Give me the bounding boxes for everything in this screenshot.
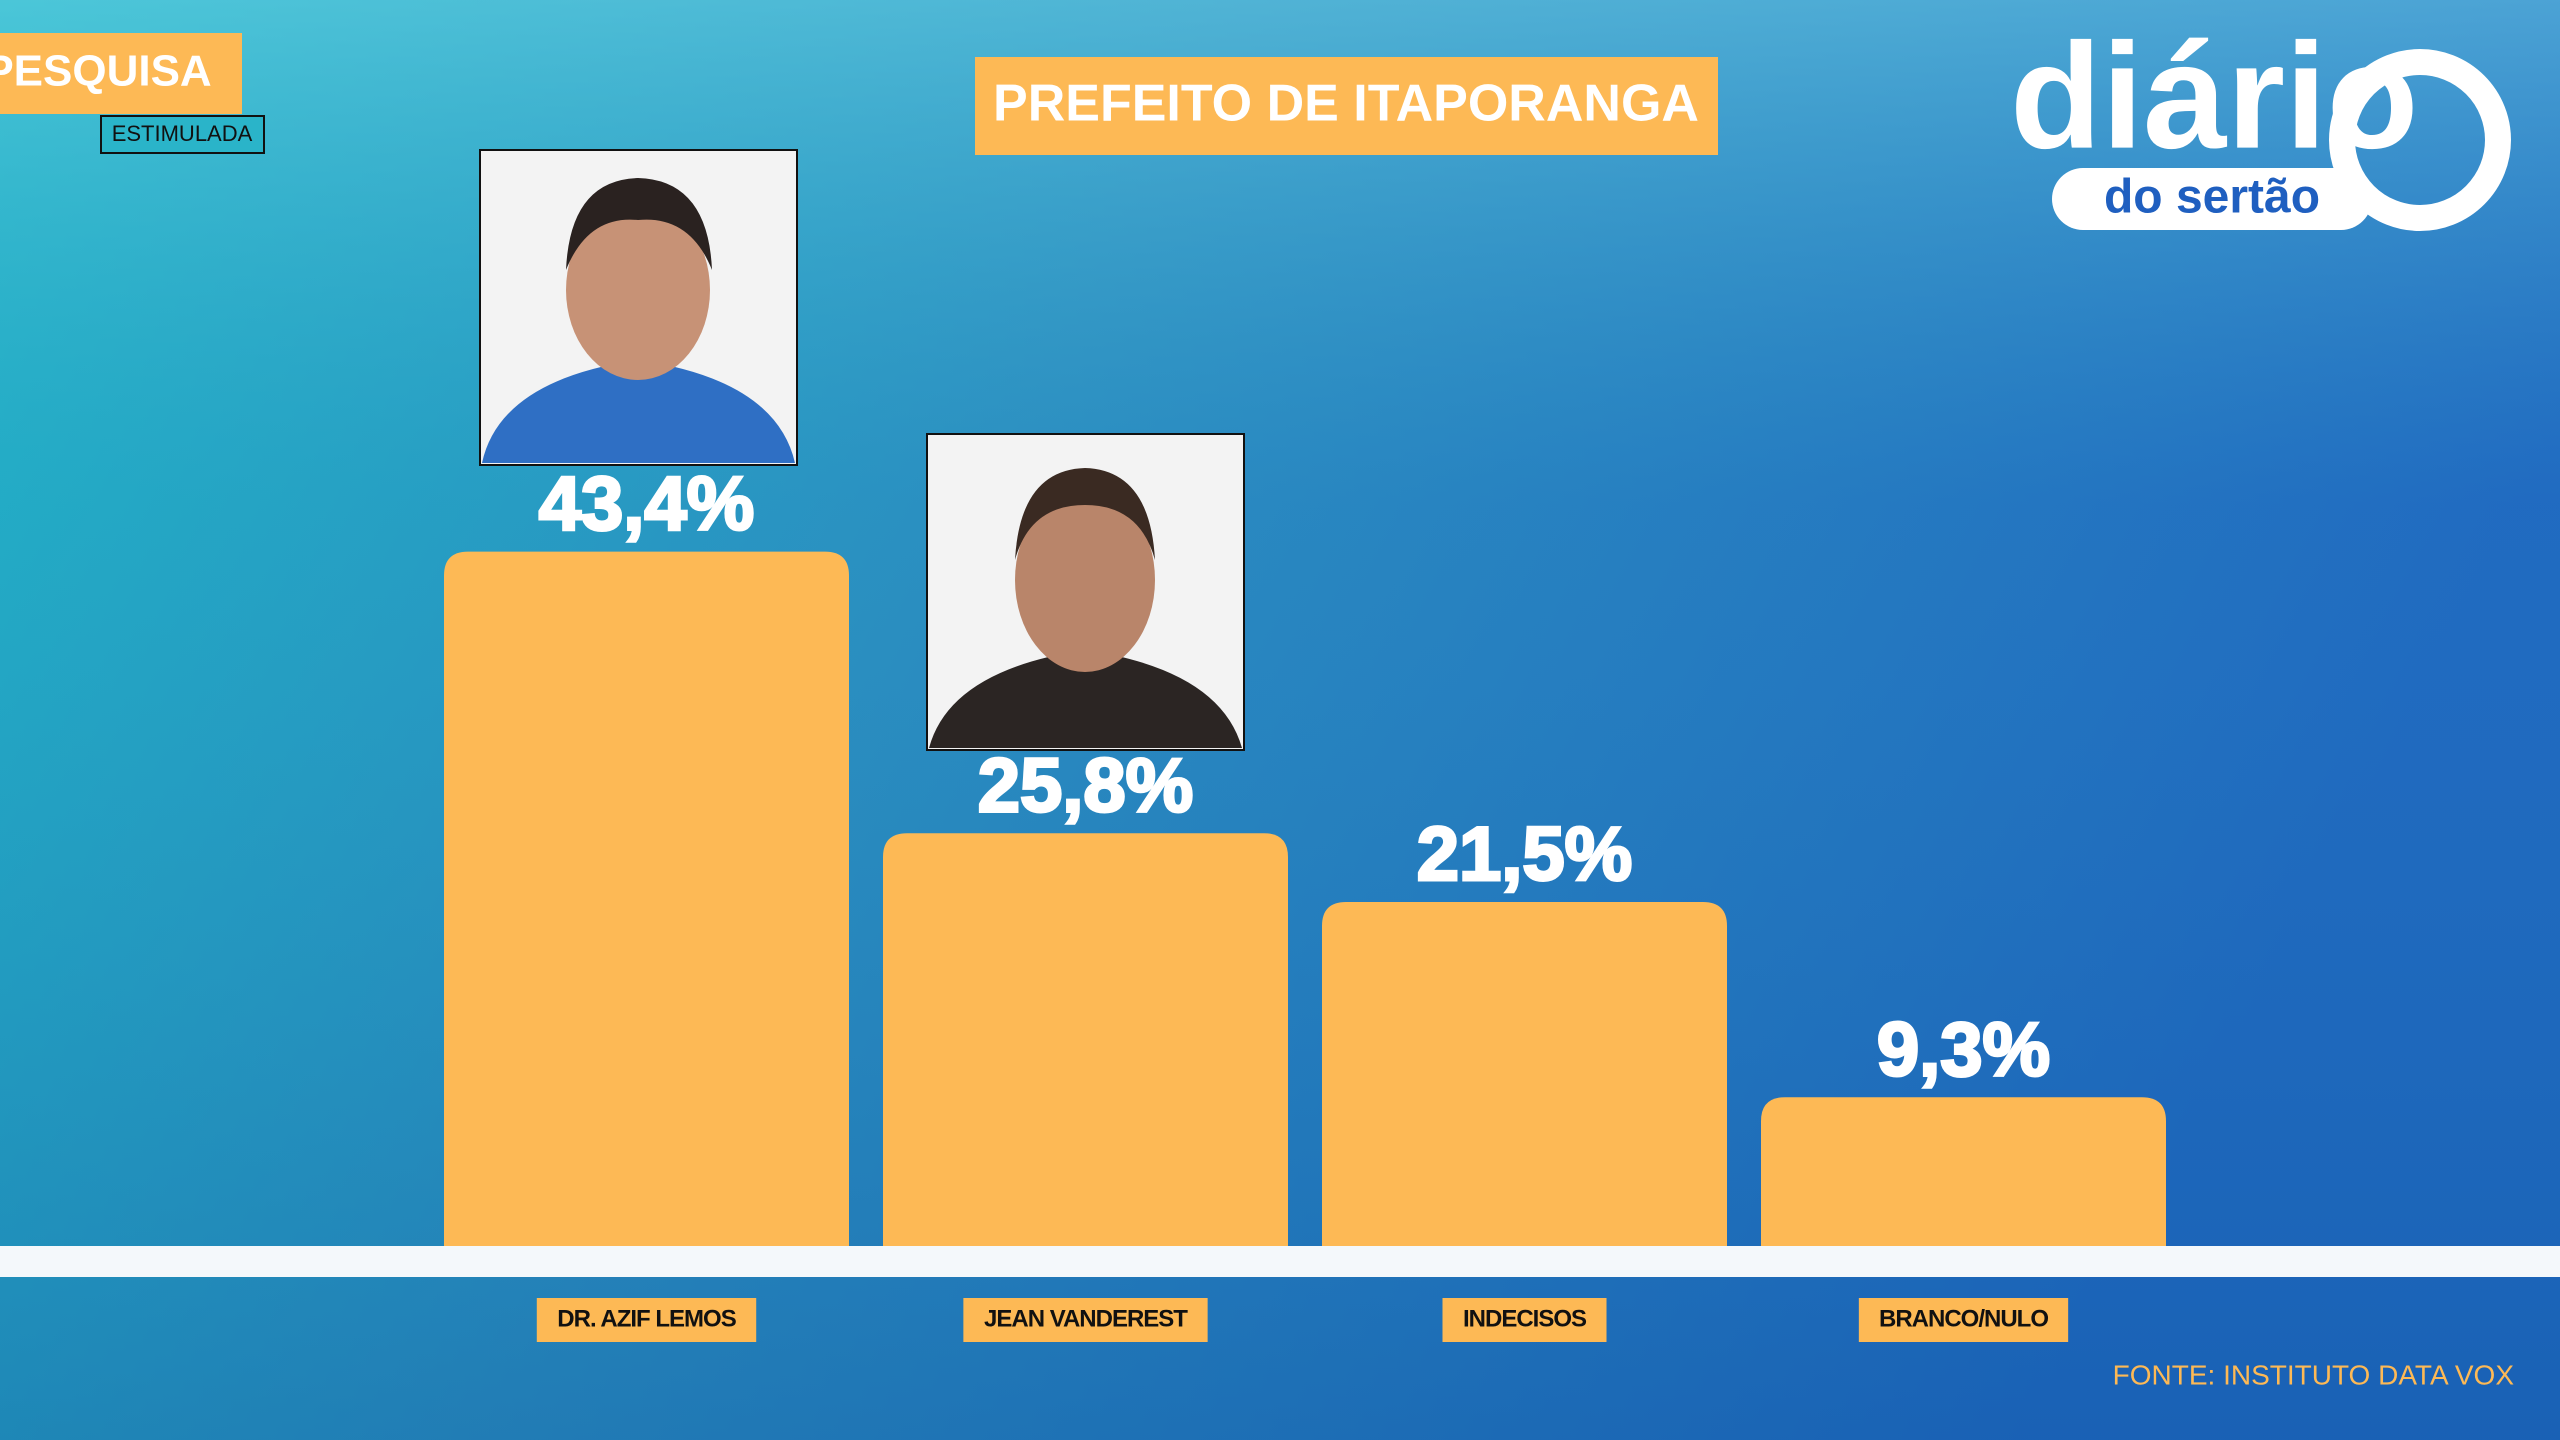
category-box	[536, 1298, 757, 1342]
badge-box	[0, 33, 242, 114]
value-label: 25,8%	[978, 743, 1194, 828]
subtitle: ESTIMULADA	[112, 121, 253, 146]
photo-hair	[1015, 468, 1155, 560]
bar	[1322, 902, 1727, 1246]
candidate-photo	[926, 433, 1245, 751]
logo-ring	[2329, 49, 2511, 231]
bar	[444, 551, 849, 1246]
category-box	[1442, 1298, 1607, 1342]
category-box	[1858, 1298, 2069, 1342]
value-label: 9,3%	[1877, 1007, 2050, 1092]
category-box	[963, 1298, 1208, 1342]
photo-face	[1015, 488, 1155, 672]
baseline-strip	[0, 1246, 2560, 1277]
category-label: INDECISOS	[1463, 1305, 1587, 1332]
candidate-photo	[479, 149, 798, 466]
title-box	[975, 57, 1718, 155]
bar	[883, 833, 1288, 1246]
logo-pill	[2052, 168, 2372, 230]
bar	[1761, 1097, 2166, 1246]
photo-suit	[929, 650, 1242, 748]
subtitle-box	[100, 115, 265, 154]
value-label: 43,4%	[539, 462, 755, 547]
value-label: 21,5%	[1417, 812, 1633, 897]
photo-shirt	[482, 360, 795, 463]
source: FONTE: INSTITUTO DATA VOX	[2113, 1359, 2515, 1390]
logo-sub: do sertão	[2104, 171, 2320, 224]
badge: PESQUISA	[0, 47, 212, 96]
photo-hair	[566, 178, 712, 270]
category-label: BRANCO/NULO	[1879, 1305, 2048, 1332]
category-label: DR. AZIF LEMOS	[557, 1305, 736, 1332]
photo-face	[566, 200, 710, 380]
category-label: JEAN VANDEREST	[984, 1305, 1188, 1332]
logo-main: diário	[2010, 12, 2418, 180]
chart-title: PREFEITO DE ITAPORANGA	[993, 75, 1699, 133]
